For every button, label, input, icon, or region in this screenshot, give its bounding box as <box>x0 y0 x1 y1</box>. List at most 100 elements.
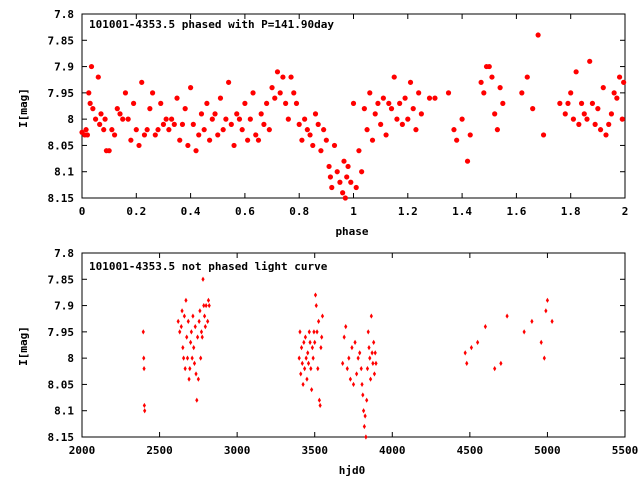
data-point <box>142 402 146 409</box>
data-point <box>128 137 134 143</box>
data-point <box>315 121 321 127</box>
data-point <box>360 381 364 388</box>
data-point <box>589 100 596 106</box>
data-point <box>90 106 96 112</box>
data-point <box>581 111 587 117</box>
data-point <box>597 127 604 133</box>
data-point <box>186 318 190 324</box>
data-point <box>353 339 357 345</box>
x-tick-label: 2500 <box>146 444 173 457</box>
x-tick-label: 3500 <box>301 444 328 457</box>
data-point <box>313 339 317 345</box>
data-point <box>180 308 184 314</box>
data-point <box>372 111 378 117</box>
data-point <box>311 355 315 361</box>
data-point <box>202 302 206 309</box>
data-point <box>499 360 503 366</box>
x-tick-label: 0 <box>79 205 86 218</box>
data-point <box>192 345 196 351</box>
x-tick-label: 0.4 <box>181 205 201 218</box>
data-point <box>191 313 195 319</box>
data-point <box>368 376 373 382</box>
data-point <box>253 132 259 138</box>
data-point <box>193 148 199 154</box>
x-tick-label: 1 <box>350 205 357 218</box>
data-point <box>206 318 210 324</box>
data-point <box>183 366 187 372</box>
data-point <box>535 32 541 38</box>
data-point <box>195 397 199 403</box>
data-point <box>576 121 582 127</box>
data-point <box>309 366 313 372</box>
data-point <box>587 58 593 64</box>
data-point <box>133 127 139 133</box>
data-point <box>283 100 289 106</box>
data-point <box>266 127 272 133</box>
data-point <box>426 95 433 101</box>
data-point <box>142 366 146 372</box>
data-point <box>416 90 422 96</box>
x-tick-label: 2 <box>622 205 629 218</box>
data-point <box>149 90 156 96</box>
data-point <box>299 345 304 351</box>
data-point <box>318 148 324 154</box>
data-point <box>87 100 93 106</box>
data-point <box>184 297 188 303</box>
data-point <box>407 79 414 85</box>
data-point <box>445 90 452 96</box>
data-point <box>302 116 308 122</box>
data-point <box>391 74 397 80</box>
data-point <box>347 355 351 361</box>
data-point <box>182 106 188 112</box>
data-point <box>348 179 354 185</box>
data-point <box>345 163 351 170</box>
data-point <box>383 132 389 138</box>
data-point <box>342 195 348 201</box>
data-point <box>476 339 480 345</box>
data-point <box>314 302 318 309</box>
data-point <box>245 137 251 143</box>
x-tick-label: 5500 <box>612 444 639 457</box>
data-point <box>341 360 345 366</box>
data-point <box>297 355 301 361</box>
y-tick-label: 7.9 <box>54 300 74 313</box>
data-point <box>301 381 305 388</box>
data-point <box>500 100 506 106</box>
data-point <box>312 111 319 117</box>
data-point <box>540 132 547 138</box>
data-point <box>280 74 286 80</box>
y-tick-label: 8.15 <box>48 431 75 444</box>
data-point <box>584 116 590 122</box>
data-point <box>247 116 253 122</box>
data-point <box>95 74 101 80</box>
data-point <box>236 116 243 122</box>
data-point <box>370 350 374 356</box>
data-point <box>179 121 186 127</box>
x-axis-label: phase <box>335 225 368 238</box>
data-point <box>386 100 392 106</box>
data-point <box>380 95 386 101</box>
unphased-light-curve-panel: 101001-4353.5 not phased light curve hjd… <box>17 247 638 477</box>
data-point <box>519 90 525 96</box>
data-point <box>201 276 205 282</box>
data-point <box>178 329 182 335</box>
data-point <box>372 371 377 377</box>
data-point <box>342 334 346 340</box>
data-point <box>351 381 356 388</box>
data-point <box>181 345 185 351</box>
data-point <box>358 350 362 356</box>
data-point <box>86 90 92 96</box>
data-point <box>378 121 384 127</box>
data-point <box>344 174 350 180</box>
x-tick-label: 2000 <box>69 444 96 457</box>
data-point <box>98 111 104 117</box>
data-point <box>182 355 186 361</box>
data-point <box>88 63 95 70</box>
data-point <box>492 111 498 117</box>
data-point <box>303 334 308 340</box>
data-point <box>367 90 373 96</box>
data-point <box>291 90 297 96</box>
data-point <box>310 345 314 351</box>
data-point <box>217 95 224 101</box>
data-point <box>305 376 309 382</box>
